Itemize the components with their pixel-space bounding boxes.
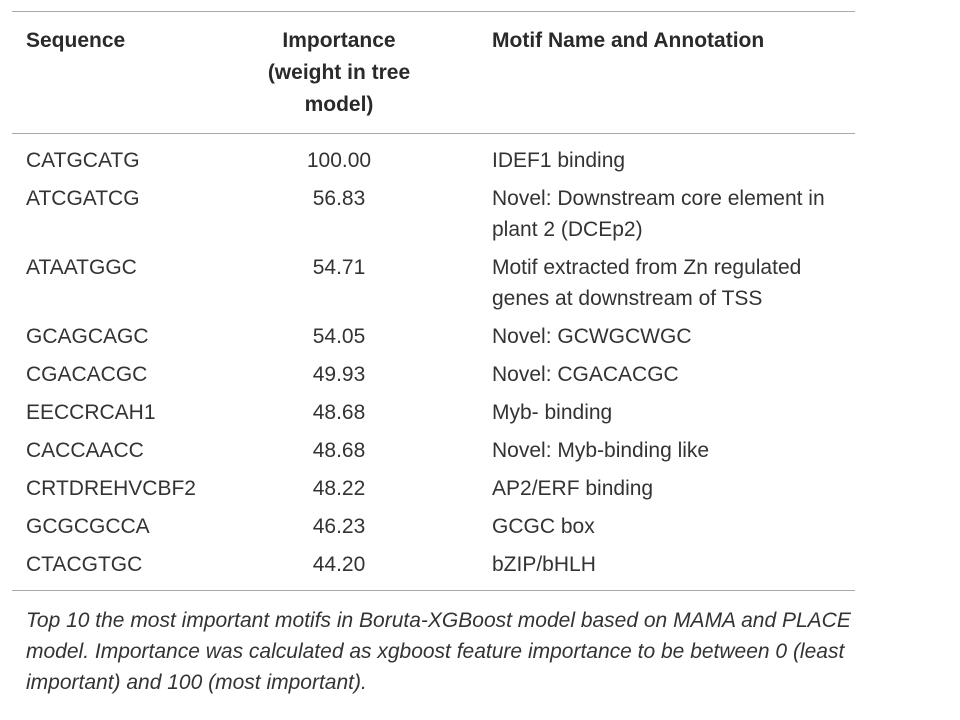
- cell-motif: AP2/ERF binding: [492, 477, 654, 500]
- cell-motif: Novel: Downstream core element in plant …: [492, 187, 825, 241]
- cell-importance: 100.00: [306, 149, 372, 172]
- cell-motif: Motif extracted from Zn regulated genes …: [492, 256, 802, 310]
- table-row: ATCGATCG 56.83 Novel: Downstream core el…: [0, 183, 960, 252]
- header-motif: Motif Name and Annotation: [492, 29, 765, 52]
- table-row: CACCAACC 48.68 Novel: Myb-binding like: [0, 435, 960, 473]
- table-row: ATAATGGC 54.71 Motif extracted from Zn r…: [0, 252, 960, 321]
- header-importance: Importance (weight in tree model): [267, 29, 411, 116]
- cell-sequence: CRTDREHVCBF2: [26, 477, 196, 500]
- cell-motif: IDEF1 binding: [492, 149, 626, 172]
- cell-importance: 48.68: [312, 439, 366, 462]
- table-row: CRTDREHVCBF2 48.22 AP2/ERF binding: [0, 473, 960, 511]
- cell-sequence: CATGCATG: [26, 149, 140, 172]
- cell-importance: 46.23: [312, 515, 366, 538]
- cell-motif: bZIP/bHLH: [492, 553, 596, 576]
- cell-motif: Novel: GCWGCWGC: [492, 325, 692, 348]
- table-row: GCAGCAGC 54.05 Novel: GCWGCWGC: [0, 321, 960, 359]
- table-row: EECCRCAH1 48.68 Myb- binding: [0, 397, 960, 435]
- cell-importance: 56.83: [312, 187, 366, 210]
- cell-sequence: CTACGTGC: [26, 553, 143, 576]
- table-row: CTACGTGC 44.20 bZIP/bHLH: [0, 549, 960, 587]
- cell-sequence: CGACACGC: [26, 363, 148, 386]
- table-row: CATGCATG 100.00 IDEF1 binding: [0, 145, 960, 183]
- table-row: CGACACGC 49.93 Novel: CGACACGC: [0, 359, 960, 397]
- cell-sequence: CACCAACC: [26, 439, 144, 462]
- cell-importance: 54.05: [312, 325, 366, 348]
- table-body: CATGCATG 100.00 IDEF1 binding ATCGATCG 5…: [0, 145, 960, 587]
- cell-sequence: EECCRCAH1: [26, 401, 156, 424]
- table-caption: Top 10 the most important motifs in Boru…: [26, 609, 851, 694]
- cell-motif: Novel: CGACACGC: [492, 363, 679, 386]
- table-bottom-rule: [12, 590, 855, 591]
- header-sequence: Sequence: [26, 29, 126, 52]
- cell-motif: GCGC box: [492, 515, 595, 538]
- table-top-rule: [12, 11, 855, 12]
- cell-importance: 48.68: [312, 401, 366, 424]
- table-row: GCGCGCCA 46.23 GCGC box: [0, 511, 960, 549]
- cell-sequence: GCAGCAGC: [26, 325, 149, 348]
- cell-importance: 44.20: [312, 553, 366, 576]
- cell-motif: Novel: Myb-binding like: [492, 439, 710, 462]
- table-header-rule: [12, 133, 855, 134]
- cell-sequence: GCGCGCCA: [26, 515, 150, 538]
- cell-importance: 54.71: [312, 256, 366, 279]
- cell-importance: 49.93: [312, 363, 366, 386]
- cell-importance: 48.22: [312, 477, 366, 500]
- cell-motif: Myb- binding: [492, 401, 613, 424]
- cell-sequence: ATCGATCG: [26, 187, 140, 210]
- cell-sequence: ATAATGGC: [26, 256, 137, 279]
